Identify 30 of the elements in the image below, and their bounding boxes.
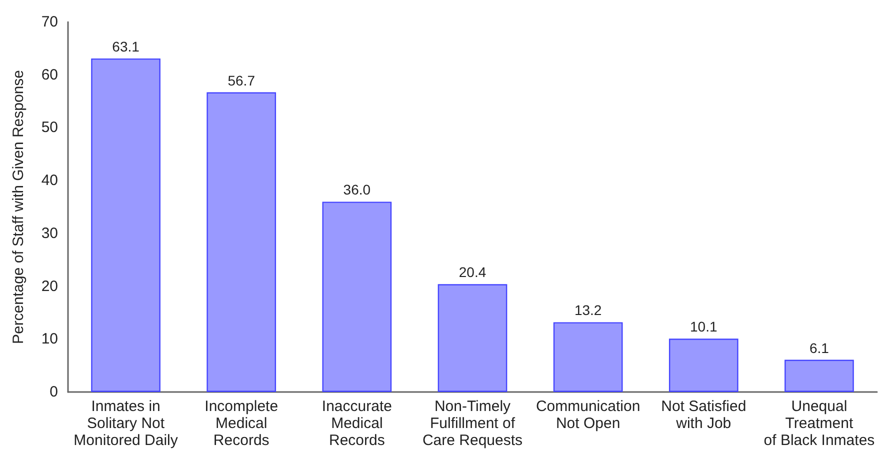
y-tick-label: 20 xyxy=(41,278,58,295)
y-tick-label: 40 xyxy=(41,172,58,190)
x-tick-label: Not Satisfied with Job xyxy=(661,398,746,432)
data-label: 10.1 xyxy=(690,318,718,335)
y-tick-label: 0 xyxy=(50,384,58,400)
x-tick-label: Non-Timely Fulfillment of Care Requests xyxy=(422,398,523,449)
y-tick-label: 50 xyxy=(41,119,58,136)
bar xyxy=(784,360,854,392)
data-label: 56.7 xyxy=(228,72,256,88)
bar xyxy=(91,58,160,392)
data-label: 13.2 xyxy=(574,302,602,318)
bar xyxy=(668,338,738,392)
y-tick-label: 10 xyxy=(41,330,58,348)
data-label: 63.1 xyxy=(112,38,140,54)
bar xyxy=(322,202,392,392)
x-tick-label: Incomplete Medical Records xyxy=(204,398,278,449)
data-label: 6.1 xyxy=(809,340,830,356)
data-label: 20.4 xyxy=(458,264,486,280)
data-label: 36.0 xyxy=(343,182,371,198)
y-axis-title: Percentage of Staff with Given Response xyxy=(10,70,27,344)
x-tick-label: Inmates in Solitary Not Monitored Daily xyxy=(74,398,178,449)
bar xyxy=(206,92,276,392)
y-tick-label: 60 xyxy=(41,66,58,84)
x-tick-label: Communication Not Open xyxy=(536,398,640,432)
bar xyxy=(438,284,508,392)
x-tick-label: Unequal Treatment of Black Inmates xyxy=(764,398,875,449)
y-tick-label: 30 xyxy=(41,224,58,242)
x-tick-label: Inaccurate Medical Records xyxy=(322,398,392,449)
y-tick-label: 70 xyxy=(41,14,58,30)
bar xyxy=(553,322,623,392)
